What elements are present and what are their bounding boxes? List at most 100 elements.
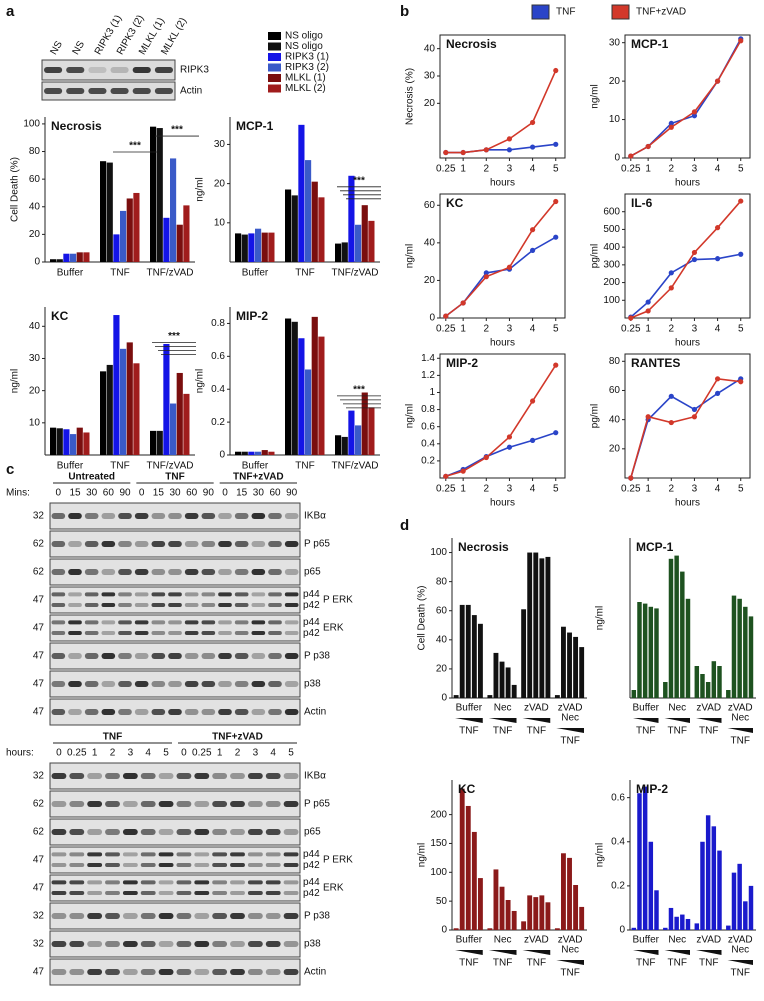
group-sublabel: TNF xyxy=(731,736,750,747)
panel-label: b xyxy=(400,3,409,20)
bar xyxy=(459,788,465,930)
blot-band xyxy=(194,773,210,779)
blot-band xyxy=(69,880,85,885)
y-tick-label: 20 xyxy=(29,385,41,396)
blot-band xyxy=(218,681,232,687)
blot-band xyxy=(284,569,299,575)
bar xyxy=(567,857,572,930)
bar xyxy=(505,667,511,698)
blot-band xyxy=(234,631,249,636)
blot-band xyxy=(122,891,138,896)
lane-label: 5 xyxy=(163,748,169,759)
blot-band xyxy=(51,880,67,885)
bar xyxy=(459,604,465,698)
y-tick-label: 0.6 xyxy=(611,792,625,803)
y-tick-label: 0.6 xyxy=(211,351,225,362)
x-tick-label: 0.25 xyxy=(621,164,641,175)
plot-frame xyxy=(624,34,751,159)
blot-band xyxy=(201,569,216,575)
x-tick-label: 2 xyxy=(484,324,490,335)
blot-band xyxy=(51,569,66,575)
data-point xyxy=(460,149,466,156)
blot-band xyxy=(234,620,249,625)
legend-swatch xyxy=(611,4,630,20)
y-tick-label: 60 xyxy=(29,174,41,185)
data-point xyxy=(483,454,489,461)
lane-label: 30 xyxy=(169,488,181,499)
lane-label: 4 xyxy=(145,748,151,759)
group-label: zVAD xyxy=(524,935,549,946)
y-tick-label: 30 xyxy=(424,71,436,82)
dose-wedge xyxy=(664,718,690,723)
blot-band xyxy=(168,681,182,687)
bar xyxy=(567,632,572,698)
blot-row xyxy=(49,586,301,614)
band-label: p44 xyxy=(303,617,320,628)
x-axis-label: hours xyxy=(675,338,700,349)
blot-band xyxy=(105,829,120,835)
x-tick-label: 4 xyxy=(715,484,721,495)
lane-label: 30 xyxy=(253,488,265,499)
blot-band xyxy=(154,88,173,94)
data-point xyxy=(483,147,489,153)
blot-band xyxy=(234,513,249,519)
blot-band xyxy=(158,801,174,807)
y-tick-label: 0.2 xyxy=(211,417,225,428)
y-tick-label: 0 xyxy=(34,257,40,268)
blot-band xyxy=(134,631,149,636)
y-tick-label: 0 xyxy=(219,450,225,461)
chart-title: MCP-1 xyxy=(631,37,669,51)
bar xyxy=(63,429,70,455)
series-line xyxy=(630,200,742,319)
blot-band xyxy=(87,863,103,868)
bar xyxy=(717,666,722,698)
data-point xyxy=(483,270,489,276)
blot-band xyxy=(251,569,266,575)
y-tick-label: 40 xyxy=(436,634,448,645)
y-axis-label: ng/ml xyxy=(417,843,428,867)
blot-band xyxy=(168,541,182,547)
blot-band xyxy=(110,88,129,94)
lane-label: 2 xyxy=(110,748,116,759)
annotation: *** xyxy=(353,385,365,396)
bar xyxy=(499,886,505,930)
blot-band xyxy=(87,829,103,835)
blot-band xyxy=(265,969,281,975)
lane-label: 1 xyxy=(217,748,223,759)
blot-band xyxy=(122,913,138,919)
x-tick-label: TNF/zVAD xyxy=(146,268,193,279)
legend-label: TNF+zVAD xyxy=(636,7,686,18)
series-line xyxy=(630,377,741,479)
blot-band xyxy=(176,829,192,835)
blot-band xyxy=(284,513,299,519)
y-tick-label: 0.4 xyxy=(211,384,225,395)
y-axis-label: Cell Death (%) xyxy=(10,157,21,222)
x-tick-label: 3 xyxy=(507,324,513,335)
group-label: Buffer xyxy=(456,703,483,714)
x-tick-label: 0.25 xyxy=(621,324,641,335)
blot-band xyxy=(69,913,85,919)
bar xyxy=(318,197,325,262)
data-point xyxy=(714,390,721,396)
y-tick-label: 60 xyxy=(609,385,621,396)
dose-wedge xyxy=(522,718,551,723)
legend-swatch xyxy=(268,42,281,51)
bar xyxy=(493,869,499,930)
bar xyxy=(674,555,679,698)
blot-band xyxy=(68,681,82,687)
blot-band xyxy=(194,863,210,868)
bar xyxy=(248,451,255,455)
blot-band xyxy=(184,681,199,687)
x-tick-label: 5 xyxy=(738,164,744,175)
panel-label: a xyxy=(6,3,15,20)
blot-band xyxy=(230,969,245,975)
group-label: zVAD xyxy=(696,935,721,946)
blot-band xyxy=(87,773,103,779)
bar xyxy=(291,195,298,262)
bar xyxy=(170,403,177,455)
blot-band xyxy=(201,603,216,608)
blot-band xyxy=(84,709,99,715)
group-label: Nec xyxy=(494,703,512,714)
chart-title: Necrosis xyxy=(446,37,497,51)
bar xyxy=(521,609,527,698)
